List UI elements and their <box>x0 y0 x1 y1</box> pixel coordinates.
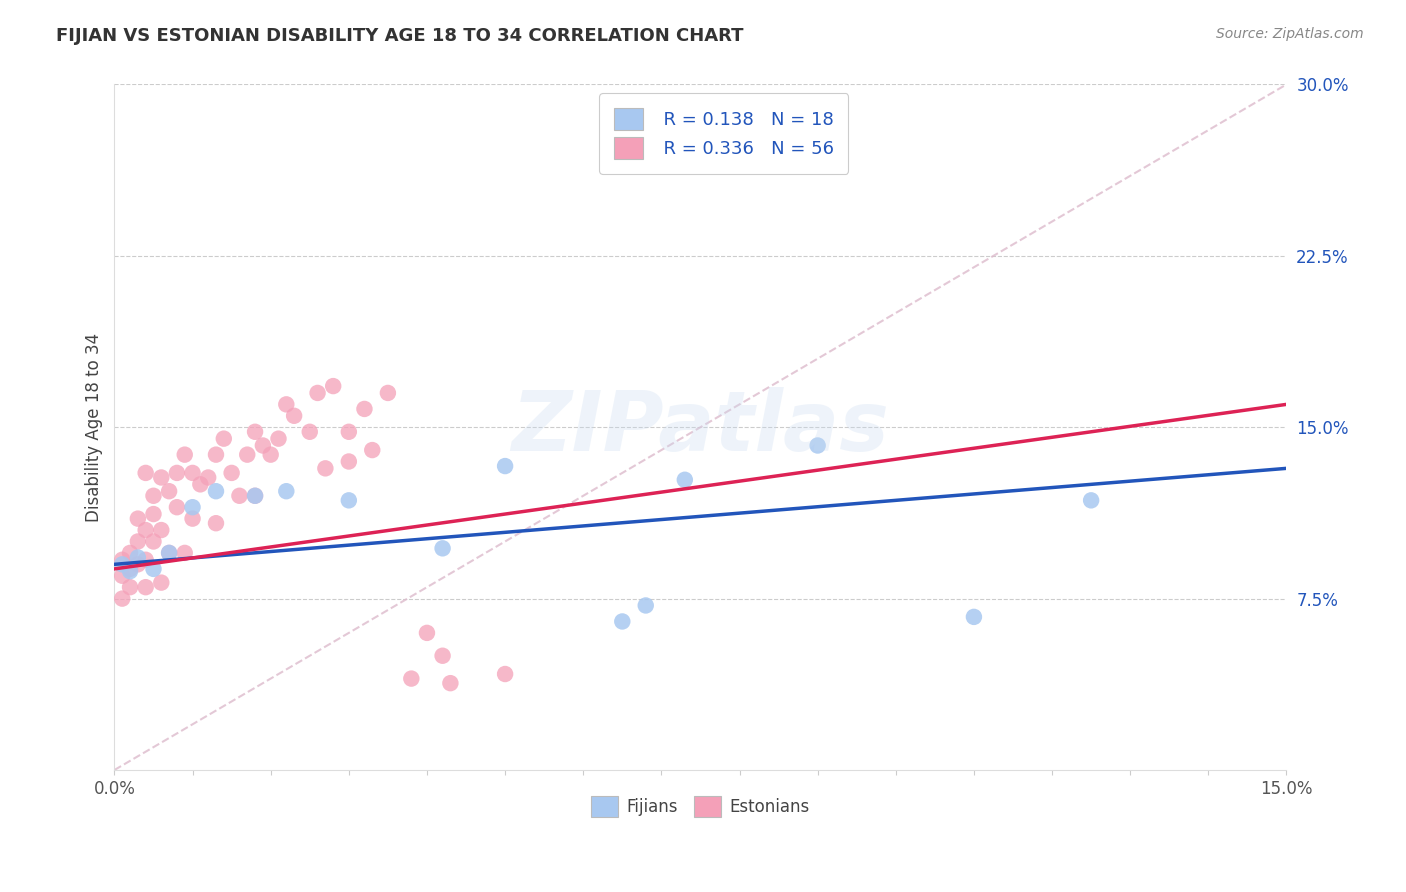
Y-axis label: Disability Age 18 to 34: Disability Age 18 to 34 <box>86 333 103 522</box>
Point <box>494 667 516 681</box>
Point <box>337 425 360 439</box>
Point <box>111 558 134 572</box>
Point <box>111 591 134 606</box>
Point <box>127 511 149 525</box>
Point <box>157 546 180 560</box>
Point <box>807 438 830 452</box>
Point <box>243 425 266 439</box>
Point <box>283 409 305 423</box>
Point <box>298 425 321 439</box>
Point <box>118 562 141 576</box>
Point <box>173 546 195 560</box>
Point <box>118 546 141 560</box>
Point <box>135 580 157 594</box>
Point <box>432 541 454 556</box>
Point <box>673 473 696 487</box>
Point <box>127 550 149 565</box>
Point <box>353 401 375 416</box>
Point <box>205 448 228 462</box>
Point <box>494 458 516 473</box>
Text: Source: ZipAtlas.com: Source: ZipAtlas.com <box>1216 27 1364 41</box>
Point <box>416 626 439 640</box>
Point <box>190 477 212 491</box>
Point <box>142 534 165 549</box>
Point <box>276 397 298 411</box>
Point <box>401 672 423 686</box>
Point <box>197 470 219 484</box>
Point <box>314 461 336 475</box>
Point <box>236 448 259 462</box>
Text: FIJIAN VS ESTONIAN DISABILITY AGE 18 TO 34 CORRELATION CHART: FIJIAN VS ESTONIAN DISABILITY AGE 18 TO … <box>56 27 744 45</box>
Point <box>243 489 266 503</box>
Point <box>150 575 173 590</box>
Point <box>221 466 243 480</box>
Point <box>111 568 134 582</box>
Point <box>173 448 195 462</box>
Point <box>307 386 329 401</box>
Point <box>127 534 149 549</box>
Point <box>118 564 141 578</box>
Point <box>150 523 173 537</box>
Point <box>212 432 235 446</box>
Point <box>135 523 157 537</box>
Point <box>276 484 298 499</box>
Point <box>377 386 399 401</box>
Point <box>142 562 165 576</box>
Point <box>267 432 290 446</box>
Point <box>228 489 250 503</box>
Point <box>337 493 360 508</box>
Point <box>135 466 157 480</box>
Point <box>963 610 986 624</box>
Point <box>432 648 454 663</box>
Point <box>260 448 283 462</box>
Point <box>142 507 165 521</box>
Point <box>439 676 461 690</box>
Point <box>142 489 165 503</box>
Point <box>181 511 204 525</box>
Point <box>634 599 657 613</box>
Point <box>337 454 360 468</box>
Point <box>181 466 204 480</box>
Point <box>127 558 149 572</box>
Point <box>1080 493 1102 508</box>
Point <box>118 580 141 594</box>
Text: ZIPatlas: ZIPatlas <box>512 387 890 467</box>
Point <box>181 500 204 515</box>
Point <box>612 615 634 629</box>
Point <box>205 516 228 531</box>
Point <box>166 500 188 515</box>
Point <box>157 546 180 560</box>
Point <box>111 553 134 567</box>
Point <box>166 466 188 480</box>
Point <box>322 379 344 393</box>
Point <box>150 470 173 484</box>
Point <box>135 553 157 567</box>
Point <box>157 484 180 499</box>
Point <box>243 489 266 503</box>
Legend: Fijians, Estonians: Fijians, Estonians <box>585 789 817 823</box>
Point <box>252 438 274 452</box>
Point <box>205 484 228 499</box>
Point <box>361 443 384 458</box>
